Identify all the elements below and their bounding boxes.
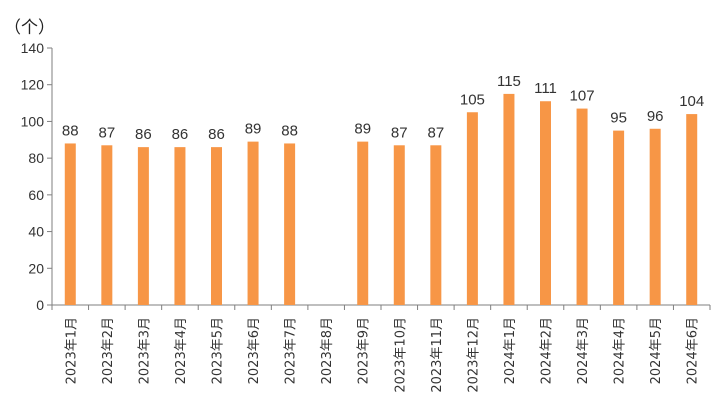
y-tick-label: 20 — [28, 260, 44, 276]
x-axis: 2023年1月 2023年2月 2023年3月 2023年4月 2023年5月 2023年… — [51, 304, 711, 393]
data-label: 89 — [354, 121, 371, 138]
bar — [466, 112, 478, 305]
y-tick-label: 120 — [21, 77, 45, 93]
bar — [393, 145, 405, 305]
data-label: 88 — [281, 122, 298, 139]
x-tick-label: 2023年10月 — [393, 317, 408, 393]
bar — [211, 147, 222, 305]
data-label: 104 — [679, 93, 704, 110]
bar — [357, 141, 369, 305]
data-labels: 88 87 86 86 86 89 88 89 87 87 105 115 111 107 95 96 104 — [62, 73, 704, 143]
y-tick-label: 100 — [21, 113, 45, 129]
data-label: 115 — [497, 73, 521, 90]
bar — [101, 145, 113, 305]
x-tick-label: 2023年4月 — [174, 317, 189, 384]
y-tick-label: 140 — [21, 40, 45, 56]
bar — [174, 147, 186, 305]
bar — [247, 141, 259, 305]
x-tick-label: 2023年6月 — [247, 317, 262, 384]
bar — [649, 128, 661, 305]
data-label: 87 — [427, 124, 444, 141]
data-label: 86 — [208, 126, 225, 143]
data-label: 87 — [98, 124, 115, 141]
data-label: 87 — [391, 124, 408, 141]
x-tick-label: 2024年1月 — [503, 317, 518, 384]
data-label: 88 — [62, 122, 79, 139]
bar-series — [64, 93, 698, 306]
x-tick-label: 2024年3月 — [576, 317, 591, 384]
bar — [576, 108, 588, 305]
data-label: 95 — [610, 110, 627, 127]
x-tick-label: 2023年8月 — [320, 317, 335, 384]
data-label: 105 — [460, 91, 485, 108]
x-tick-label: 2023年3月 — [137, 317, 152, 384]
y-tick-label: 0 — [36, 297, 44, 313]
bar — [540, 101, 551, 305]
y-axis: 0 20 40 60 80 100 120 140 — [21, 40, 53, 313]
bar — [613, 130, 625, 305]
y-tick-label: 40 — [28, 224, 44, 240]
x-tick-label: 2024年6月 — [686, 317, 701, 384]
data-label: 86 — [135, 126, 152, 143]
x-tick-label: 2023年12月 — [466, 317, 481, 393]
x-tick-label: 2023年2月 — [101, 317, 116, 384]
x-tick-label: 2023年5月 — [211, 317, 226, 384]
data-label: 96 — [647, 108, 664, 125]
data-label: 111 — [534, 80, 557, 97]
x-tick-label: 2023年1月 — [64, 317, 79, 384]
y-tick-label: 60 — [28, 187, 44, 203]
data-label: 89 — [245, 121, 262, 138]
x-tick-label: 2023年9月 — [357, 317, 372, 384]
bar — [64, 143, 76, 305]
bar — [686, 114, 698, 305]
data-label: 107 — [570, 88, 595, 105]
bar — [284, 143, 296, 305]
x-tick-label: 2023年11月 — [430, 317, 445, 393]
bar — [430, 145, 442, 305]
x-tick-label: 2024年2月 — [540, 317, 555, 384]
data-label: 86 — [172, 126, 189, 143]
y-unit-label: （个） — [4, 18, 55, 38]
bar — [137, 147, 149, 305]
y-tick-label: 80 — [28, 150, 44, 166]
bar — [503, 93, 515, 306]
x-tick-label: 2024年4月 — [613, 317, 628, 384]
x-tick-label: 2023年7月 — [284, 317, 299, 384]
x-tick-label: 2024年5月 — [649, 317, 664, 384]
